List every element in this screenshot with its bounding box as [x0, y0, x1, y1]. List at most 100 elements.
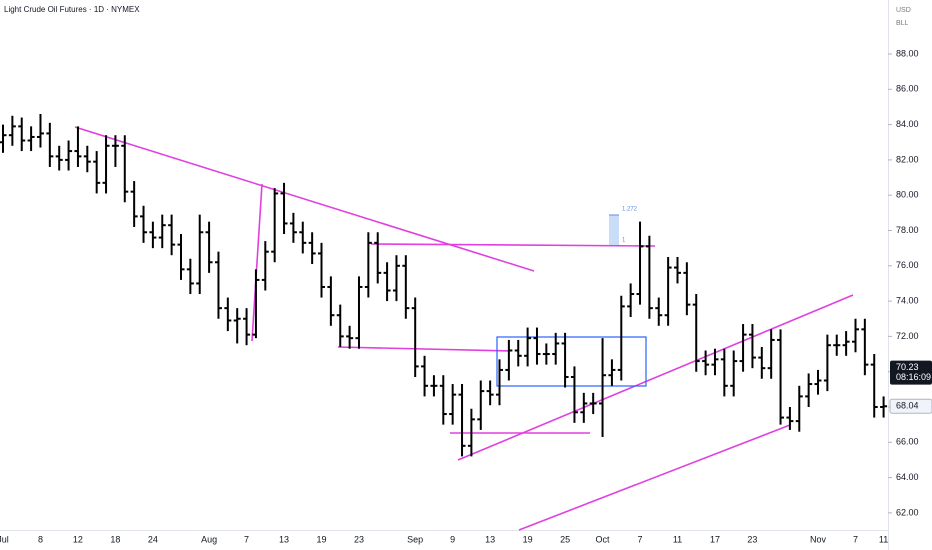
y-tick-label: 66.00	[896, 437, 919, 447]
x-tick-label: 24	[148, 534, 158, 544]
ohlc-bar	[748, 324, 756, 369]
ohlc-bar	[308, 232, 316, 265]
ohlc-bar	[627, 283, 635, 317]
ohlc-bar	[458, 384, 466, 457]
ohlc-bar	[243, 308, 251, 346]
ohlc-bar	[93, 151, 101, 194]
y-tick-label: 72.00	[896, 331, 919, 341]
y-tick-label: 88.00	[896, 48, 919, 58]
ohlc-bar	[214, 251, 222, 319]
ohlc-bar	[496, 359, 504, 406]
ohlc-bar	[861, 318, 869, 376]
fib-box	[609, 215, 619, 245]
ohlc-bar	[18, 117, 26, 152]
ohlc-bar	[402, 255, 410, 319]
x-tick-label: 7	[853, 534, 858, 544]
ohlc-bar	[570, 366, 578, 423]
trend-line	[251, 183, 263, 342]
ohlc-bar	[870, 354, 878, 418]
ohlc-bar	[355, 276, 363, 349]
ohlc-bar	[111, 135, 119, 167]
ohlc-bar	[83, 145, 91, 173]
ohlc-bar	[327, 276, 335, 326]
ohlc-bar	[261, 241, 269, 291]
x-tick-label: 8	[38, 534, 43, 544]
ohlc-bar	[65, 140, 73, 171]
ohlc-bar	[702, 350, 710, 376]
ohlc-bar	[823, 334, 831, 392]
ohlc-bar	[430, 375, 438, 397]
drawings: 1.272 1	[74, 126, 854, 531]
ohlc-bar	[786, 406, 794, 430]
ohlc-bar	[580, 392, 588, 423]
ohlc-bar	[130, 181, 138, 227]
currency: USD	[896, 7, 911, 14]
x-tick-label: 11	[673, 534, 682, 544]
ohlc-bar	[524, 327, 532, 367]
x-tick-label: Sep	[407, 534, 423, 544]
ohlc-bar	[851, 318, 859, 353]
ohlc-bar	[645, 235, 653, 319]
ohlc-bar	[55, 145, 63, 171]
ohlc-bar	[795, 385, 803, 432]
ohlc-bar	[364, 232, 372, 298]
ohlc-bar	[711, 348, 719, 376]
ohlc-bar	[36, 114, 44, 148]
x-tick-label: Jul	[0, 534, 9, 544]
x-tick-label: 9	[450, 534, 455, 544]
y-tick-label: 78.00	[896, 225, 919, 235]
ohlc-bar	[383, 262, 391, 302]
time-axis: Jul 8 12 18 24 Aug 7 13 19 23 Sep 9 13 19 25 Oct 7 11 17 23…	[0, 534, 888, 544]
ohlc-bar	[599, 338, 607, 437]
x-tick-label: 13	[279, 534, 289, 544]
ohlc-bar	[880, 396, 888, 418]
ohlc-bar	[121, 135, 129, 203]
ohlc-bar	[346, 325, 354, 349]
ohlc-bar	[421, 355, 429, 397]
ohlc-bar	[833, 334, 841, 356]
ohlc-bar	[158, 214, 166, 249]
ohlc-bar	[767, 329, 775, 379]
ohlc-bar	[842, 331, 850, 356]
x-tick-label: Aug	[201, 534, 217, 544]
trend-line	[74, 126, 535, 272]
ohlc-bar	[664, 256, 672, 326]
ohlc-bar	[439, 375, 447, 425]
ohlc-bar	[149, 221, 157, 249]
bars	[0, 114, 888, 457]
x-tick-label: 7	[244, 534, 249, 544]
ohlc-bar	[392, 255, 400, 302]
chart-title: Light Crude Oil Futures · 1D · NYMEX	[4, 5, 140, 14]
y-tick-label: 80.00	[896, 190, 919, 200]
x-tick-label: 23	[747, 534, 757, 544]
ohlc-bar	[289, 212, 297, 243]
ohlc-bar	[280, 182, 288, 235]
x-tick-label: 11	[879, 534, 888, 544]
ohlc-bar	[224, 297, 232, 332]
ohlc-bar	[542, 343, 550, 365]
y-tick-label: 84.00	[896, 119, 919, 129]
ohlc-bar	[46, 122, 54, 167]
x-tick-label: 19	[317, 534, 327, 544]
fib-label: 1	[622, 238, 626, 244]
ohlc-bar	[140, 205, 148, 243]
ohlc-bar	[74, 126, 82, 167]
ohlc-bar	[617, 295, 625, 381]
ohlc-bar	[0, 124, 7, 153]
ohlc-bar	[730, 350, 738, 397]
ohlc-bar	[177, 234, 185, 280]
trend-line	[518, 424, 791, 531]
price-marker-box	[889, 398, 932, 414]
y-tick-label: 74.00	[896, 295, 919, 305]
ohlc-bar	[8, 115, 16, 146]
ohlc-bar	[533, 327, 541, 365]
x-tick-label: 19	[523, 534, 533, 544]
x-tick-label: 12	[73, 534, 83, 544]
ohlc-bar	[467, 408, 475, 457]
ohlc-bar	[102, 135, 110, 194]
ohlc-bar	[196, 214, 204, 295]
ohlc-bar	[636, 221, 644, 305]
ohlc-bar	[336, 304, 344, 347]
